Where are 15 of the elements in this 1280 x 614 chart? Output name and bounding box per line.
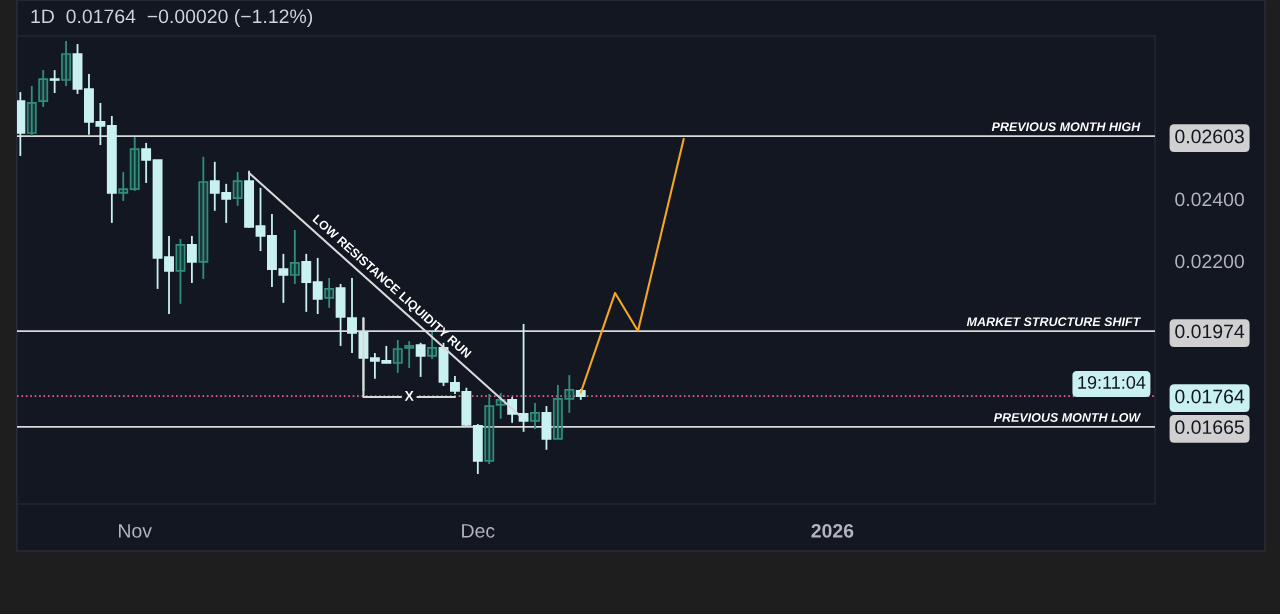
ref-line-label: MARKET STRUCTURE SHIFT <box>966 317 1142 327</box>
y-tick-label: 0.02200 <box>1175 254 1244 269</box>
x-tick-label: 2026 <box>811 523 854 538</box>
chart-title: 1D 0.01764 −0.00020 (−1.12%) <box>31 8 313 28</box>
x-tick-label: Nov <box>119 524 152 538</box>
x-tick-label: Dec <box>462 524 495 538</box>
ref-line-label: PREVIOUS MONTH LOW <box>993 413 1142 422</box>
annotation: X <box>404 391 414 401</box>
y-tick-label: 0.01665 <box>1175 420 1244 435</box>
annotation: 19:11:04 <box>1078 376 1146 389</box>
y-tick-label: 0.01974 <box>1175 324 1245 339</box>
ref-line-label: PREVIOUS MONTH HIGH <box>991 122 1141 132</box>
y-tick-label: 0.02400 <box>1175 192 1244 207</box>
y-tick-label: 0.02603 <box>1175 129 1244 144</box>
y-tick-label: 0.01764 <box>1175 389 1245 404</box>
